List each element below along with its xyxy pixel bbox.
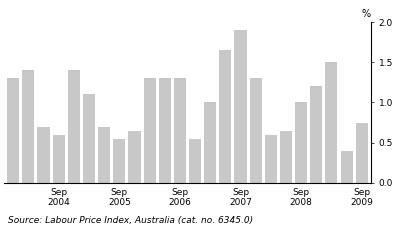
Bar <box>174 78 186 183</box>
Bar <box>204 102 216 183</box>
Bar <box>98 126 110 183</box>
Bar <box>159 78 171 183</box>
Bar <box>280 131 292 183</box>
Bar <box>53 135 65 183</box>
Bar <box>189 138 201 183</box>
Bar <box>113 138 125 183</box>
Bar <box>341 151 353 183</box>
Bar <box>37 126 50 183</box>
Bar <box>265 135 277 183</box>
Bar <box>22 70 35 183</box>
Bar <box>250 78 262 183</box>
Bar <box>7 78 19 183</box>
Bar <box>326 62 337 183</box>
Bar <box>356 123 368 183</box>
Bar <box>295 102 307 183</box>
Bar <box>83 94 95 183</box>
Bar <box>128 131 141 183</box>
Bar <box>144 78 156 183</box>
Text: %: % <box>362 9 371 19</box>
Bar <box>310 86 322 183</box>
Bar <box>68 70 80 183</box>
Bar <box>235 30 247 183</box>
Bar <box>219 50 231 183</box>
Text: Source: Labour Price Index, Australia (cat. no. 6345.0): Source: Labour Price Index, Australia (c… <box>8 216 253 225</box>
